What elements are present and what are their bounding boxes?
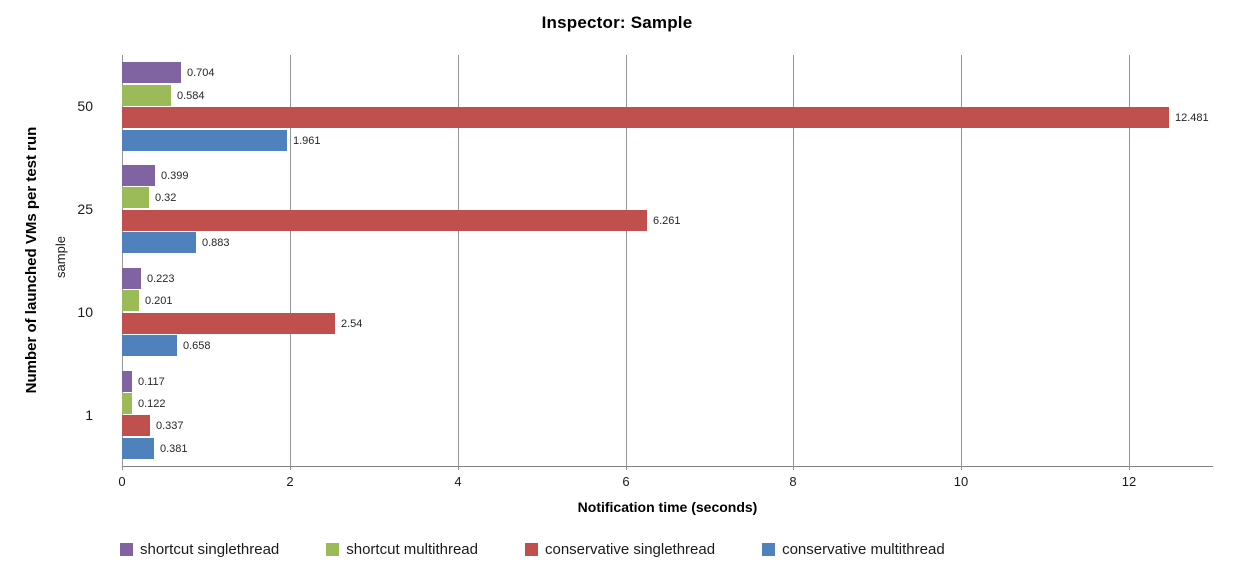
legend-item-conservative-multithread: conservative multithread	[762, 541, 945, 558]
bar-shortcut-multithread-50	[122, 84, 171, 106]
category-label-50: 50	[77, 98, 93, 115]
legend-label-shortcut-multithread: shortcut multithread	[346, 541, 478, 558]
bar-shortcut-multithread-10	[122, 290, 139, 312]
bar-conservative-singlethread-25	[122, 209, 647, 231]
gridline-x-2	[290, 55, 291, 470]
x-tick-0: 0	[118, 474, 126, 489]
bar-value-conservative-singlethread-1: 0.337	[156, 420, 184, 433]
x-tick-10: 10	[953, 474, 969, 489]
legend-item-shortcut-multithread: shortcut multithread	[326, 541, 478, 558]
bar-conservative-singlethread-1	[122, 415, 150, 437]
legend-swatch-conservative-multithread	[762, 543, 776, 556]
gridline-x-6	[626, 55, 627, 470]
x-tick-12: 12	[1121, 474, 1137, 489]
category-label-10: 10	[77, 303, 93, 320]
legend-label-conservative-singlethread: conservative singlethread	[544, 541, 716, 558]
x-axis-title: Notification time (seconds)	[577, 499, 758, 515]
plot-area: 0.704 0.584 12.481 1.961 0.399 0.32 6.261 0.883…	[122, 55, 1213, 470]
bar-value-conservative-multithread-1: 0.381	[160, 442, 188, 455]
x-tick-2: 2	[286, 474, 294, 489]
bar-conservative-singlethread-10	[122, 312, 335, 334]
bar-value-shortcut-singlethread-10: 0.223	[147, 272, 175, 285]
bar-shortcut-singlethread-25	[122, 165, 155, 186]
bar-value-shortcut-multithread-1: 0.122	[138, 397, 166, 410]
legend-swatch-shortcut-singlethread	[120, 543, 133, 556]
gridline-x-4	[458, 55, 459, 470]
x-axis-tick-labels: 0 2 4 6 8 10 12	[118, 474, 1213, 492]
bar-conservative-singlethread-50	[122, 107, 1169, 129]
x-tick-6: 6	[622, 474, 630, 489]
bar-value-conservative-multithread-10: 0.658	[183, 340, 211, 352]
bar-shortcut-multithread-1	[122, 392, 132, 414]
x-tick-4: 4	[454, 474, 462, 489]
bar-value-shortcut-singlethread-1: 0.117	[138, 375, 165, 388]
legend-item-shortcut-singlethread: shortcut singlethread	[120, 541, 279, 558]
legend-label-conservative-multithread: conservative multithread	[782, 541, 945, 558]
gridline-x-8	[793, 55, 794, 470]
chart-title: Inspector: Sample	[541, 13, 693, 32]
bar-conservative-multithread-25	[122, 232, 196, 254]
bar-value-conservative-multithread-25: 0.883	[202, 237, 230, 250]
bar-value-conservative-multithread-50: 1.961	[293, 134, 321, 147]
legend-swatch-conservative-singlethread	[524, 543, 538, 556]
bar-value-shortcut-multithread-50: 0.584	[177, 89, 205, 102]
category-label-25: 25	[77, 201, 93, 218]
bar-value-shortcut-singlethread-50: 0.704	[187, 67, 215, 80]
bar-value-shortcut-multithread-10: 0.201	[145, 295, 173, 308]
bar-shortcut-multithread-25	[122, 187, 149, 209]
gridline-x-10	[961, 55, 962, 470]
bar-conservative-multithread-1	[122, 437, 154, 459]
bar-shortcut-singlethread-10	[122, 267, 141, 289]
bar-value-shortcut-multithread-25: 0.32	[155, 192, 177, 205]
legend-label-shortcut-singlethread: shortcut singlethread	[140, 541, 280, 558]
gridline-x-12	[1129, 55, 1130, 470]
bar-value-shortcut-singlethread-25: 0.399	[161, 170, 189, 182]
x-tick-8: 8	[789, 474, 797, 489]
category-label-1: 1	[85, 406, 93, 423]
bar-shortcut-singlethread-50	[122, 62, 181, 84]
bar-conservative-multithread-10	[122, 335, 177, 356]
gridline-x-0	[122, 55, 123, 470]
bar-value-conservative-singlethread-50: 12.481	[1175, 112, 1209, 125]
bar-conservative-multithread-50	[122, 129, 287, 151]
bar-value-conservative-singlethread-10: 2.54	[341, 317, 363, 330]
bar-shortcut-singlethread-1	[122, 370, 132, 392]
legend: shortcut singlethread shortcut multithrea…	[120, 541, 945, 558]
y-axis-category-labels: 50 25 10 1	[0, 55, 113, 466]
legend-swatch-shortcut-multithread	[326, 543, 340, 556]
legend-item-conservative-singlethread: conservative singlethread	[524, 541, 716, 558]
bar-value-conservative-singlethread-25: 6.261	[653, 214, 681, 227]
